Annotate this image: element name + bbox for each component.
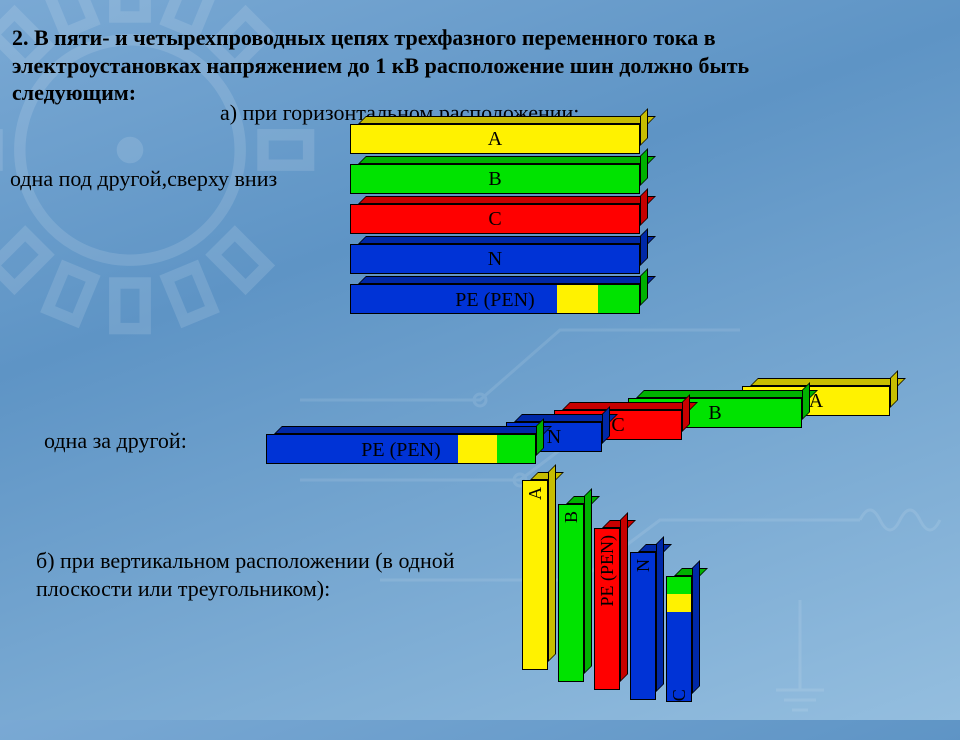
diagram-horizontal-sequential: ABCN PE (PEN) [266, 386, 886, 472]
busbar-n: N [350, 244, 640, 274]
busbar-pepen: PE (PEN) [266, 434, 536, 464]
busbar-b: B [558, 504, 584, 682]
diagram-vertical: AB PE (PEN) N C [522, 480, 752, 710]
diagram-horizontal-stacked: ABCN PE (PEN) [350, 124, 640, 324]
busbar-a: A [522, 480, 548, 670]
busbar-c: C [666, 576, 692, 702]
busbar-a: A [350, 124, 640, 154]
caption-horizontal-stacked: одна под другой,сверху вниз [10, 166, 277, 192]
heading-title: 2. В пяти- и четырехпроводных цепях трех… [12, 24, 772, 107]
busbar-pepen: PE (PEN) [350, 284, 640, 314]
busbar-b: B [350, 164, 640, 194]
subtitle-b: б) при вертикальном расположении (в одно… [36, 547, 466, 602]
caption-horizontal-sequential: одна за другой: [44, 428, 187, 454]
busbar-n: N [630, 552, 656, 700]
busbar-c: C [350, 204, 640, 234]
busbar-pepen: PE (PEN) [594, 528, 620, 690]
